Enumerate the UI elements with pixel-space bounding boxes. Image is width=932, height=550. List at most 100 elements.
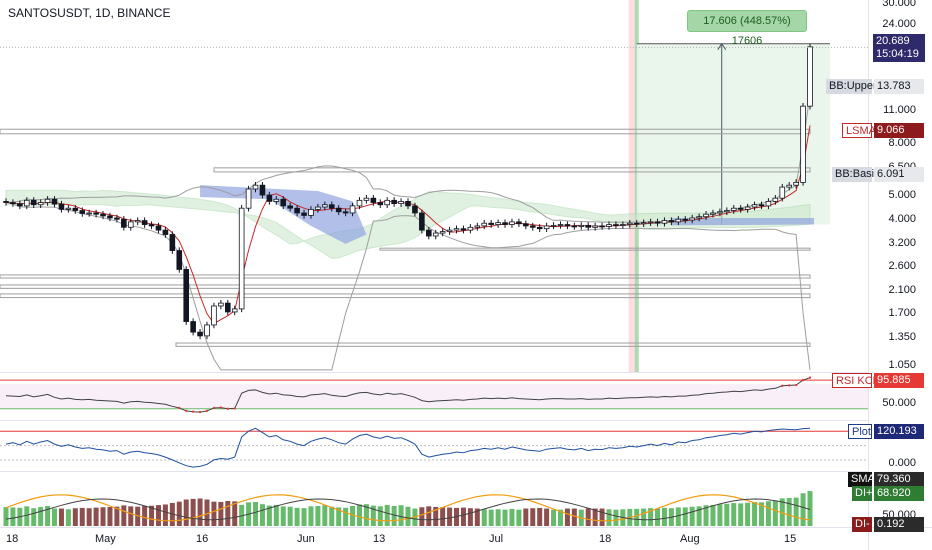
dmi-bar <box>724 503 730 526</box>
sma-label: SMA <box>848 472 875 487</box>
rsi-extreme-point <box>788 384 791 387</box>
candle-body <box>425 229 432 237</box>
dmi-bar <box>100 507 106 526</box>
sr-zone <box>0 274 811 279</box>
bb-upper-value: 13.783 <box>874 79 924 94</box>
y-axis-label: 1.350 <box>888 331 916 343</box>
dmi-bar <box>675 507 681 526</box>
candle-body <box>356 199 363 207</box>
candle-body <box>197 331 203 337</box>
candle-body <box>252 184 259 190</box>
dmi-bar <box>3 507 9 526</box>
candle-body <box>370 197 377 203</box>
candle-body <box>58 203 65 210</box>
y-axis-label: 3.200 <box>888 237 916 249</box>
dmi-bar <box>72 508 78 526</box>
bb-upper-label: BB:Upper <box>826 79 877 94</box>
dmi-sma-line <box>5 498 811 521</box>
sma-value: 79.360 <box>874 472 924 487</box>
candle-body <box>412 205 418 214</box>
candle-body <box>280 198 287 207</box>
candle-body <box>266 194 273 202</box>
rsi-extreme-point <box>205 409 209 413</box>
sr-zone <box>175 342 811 347</box>
dmi-bar <box>190 498 196 526</box>
candle-body <box>696 216 702 219</box>
candle-body <box>620 224 626 226</box>
rsi-axis-label: 50.000 <box>882 397 916 409</box>
dmi-bar <box>467 508 473 526</box>
dmi-bar <box>495 509 501 526</box>
dmi-bar <box>516 509 522 526</box>
dmi-bar <box>772 500 778 526</box>
candle-body <box>121 218 127 228</box>
dmi-bar <box>398 505 404 526</box>
candle-body <box>384 199 391 206</box>
candle-body <box>737 207 744 210</box>
candle-body <box>467 226 474 231</box>
dmi-bar <box>648 508 654 526</box>
x-axis-label: 15 <box>784 533 797 545</box>
candle-body <box>772 197 779 202</box>
dmi-bar <box>710 504 716 526</box>
dmi-bar <box>322 505 328 526</box>
candle-body <box>613 224 619 226</box>
candle-body <box>134 220 141 223</box>
dmi-bar <box>114 506 120 526</box>
candle-body <box>654 221 661 224</box>
dmi-bar <box>530 508 536 526</box>
candle-body <box>675 218 682 223</box>
candle-body <box>536 226 543 230</box>
candle-body <box>377 202 384 206</box>
candle-body <box>765 201 772 207</box>
dmi-bar <box>509 508 515 526</box>
candle-body <box>211 305 217 326</box>
candle-body <box>363 197 370 201</box>
dmi-bar <box>606 509 612 526</box>
dmi-bar <box>350 505 356 526</box>
dmi-bar <box>58 508 64 526</box>
candle-body <box>564 224 571 227</box>
candle-body <box>668 220 675 223</box>
y-axis-label: 24.000 <box>882 18 916 30</box>
y-axis-label: 2.100 <box>888 284 916 296</box>
dmi-bar <box>253 501 259 526</box>
sr-zone <box>0 284 811 289</box>
sr-zone <box>0 128 811 135</box>
plot-line <box>5 427 811 468</box>
candle-body <box>717 211 723 214</box>
dmi-bar <box>599 508 605 526</box>
rsi-extreme-point <box>198 410 202 414</box>
dmi-bar <box>585 508 591 526</box>
dmi-bar <box>786 497 792 526</box>
candle-body <box>287 205 293 209</box>
candle-body <box>114 217 120 220</box>
dmi-bar <box>564 508 570 526</box>
bb-basis-label: BB:Basis <box>832 167 880 182</box>
dmi-bar <box>731 503 737 526</box>
dmi-bar <box>197 498 203 526</box>
dmi-bar <box>655 508 661 526</box>
candle-body <box>710 212 716 215</box>
candle-body <box>155 225 162 231</box>
y-axis-label: 1.050 <box>888 359 916 371</box>
candle-body <box>647 221 654 224</box>
candle-body <box>599 225 605 228</box>
dmi-bar <box>696 506 702 526</box>
x-axis-label: 18 <box>599 533 612 545</box>
candle-body <box>391 199 397 205</box>
candle-body <box>626 222 633 225</box>
dmi-bar <box>273 504 279 526</box>
candle-body <box>37 202 44 206</box>
dmi-bar <box>232 501 238 526</box>
di-plus-value: 68.920 <box>874 486 924 501</box>
dmi-bar <box>738 503 744 526</box>
y-axis-label: 11.000 <box>883 104 916 116</box>
candle-body <box>183 269 190 322</box>
rsi-band <box>0 384 868 409</box>
candle-body <box>190 321 196 333</box>
dmi-bar <box>426 506 432 526</box>
candle-body <box>308 208 314 216</box>
rsi-label: RSI KCH <box>832 373 881 388</box>
